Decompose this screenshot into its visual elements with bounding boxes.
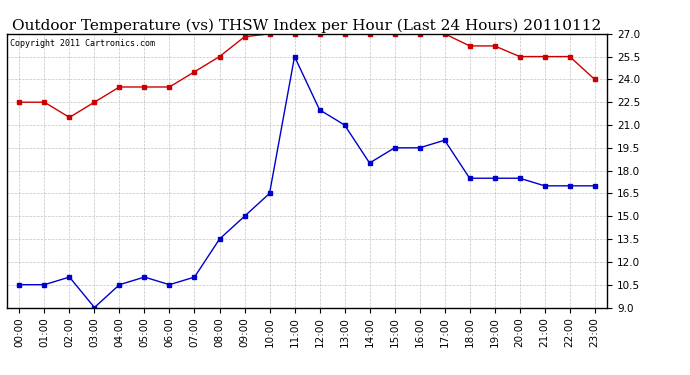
Title: Outdoor Temperature (vs) THSW Index per Hour (Last 24 Hours) 20110112: Outdoor Temperature (vs) THSW Index per …	[12, 18, 602, 33]
Text: Copyright 2011 Cartronics.com: Copyright 2011 Cartronics.com	[10, 39, 155, 48]
